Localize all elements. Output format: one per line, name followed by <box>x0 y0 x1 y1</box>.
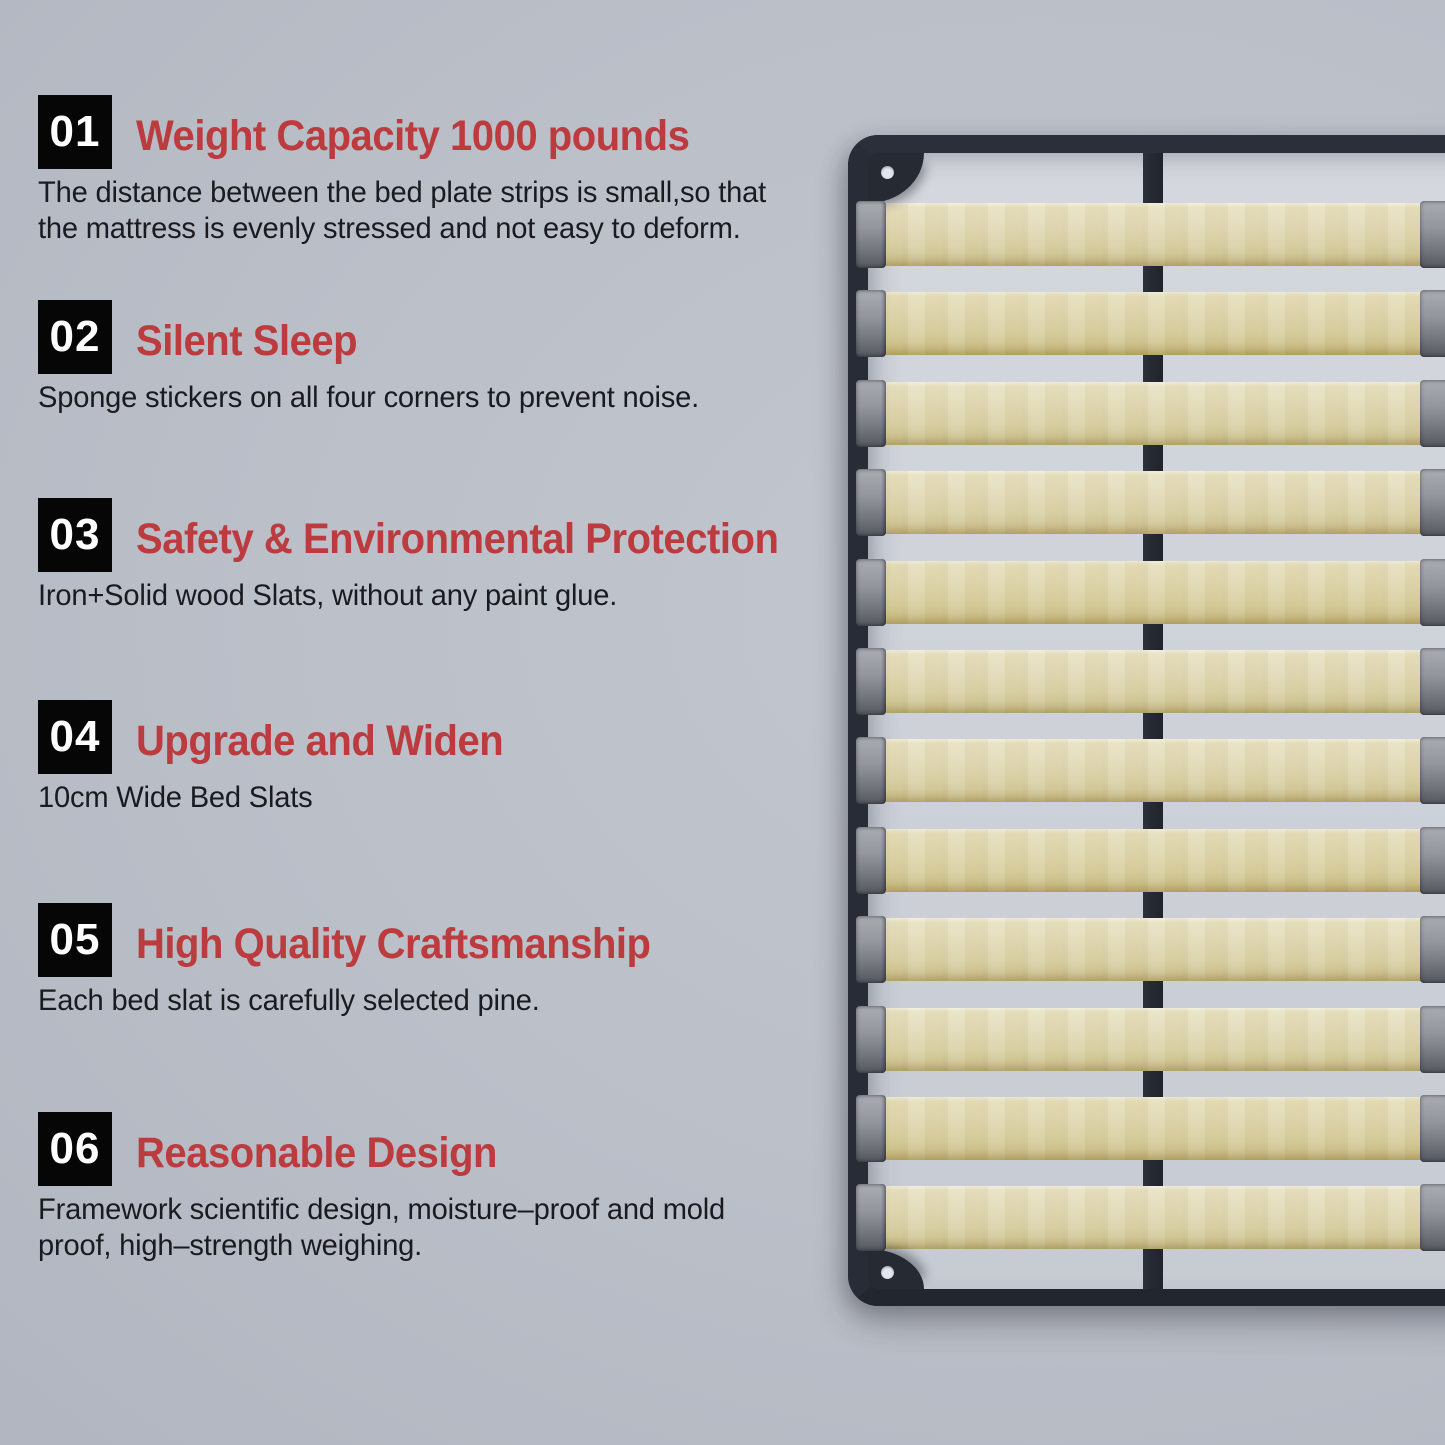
center-support-rail <box>1143 153 1163 1289</box>
feature-item-1: 01 Weight Capacity 1000 pounds The dista… <box>38 95 868 285</box>
screw-hole <box>881 1266 894 1279</box>
slat-bracket-right <box>1420 737 1445 805</box>
feature-number-badge: 04 <box>38 700 112 774</box>
bed-slat <box>885 650 1445 713</box>
feature-number-badge: 02 <box>38 300 112 374</box>
slat-bracket-right <box>1420 379 1445 447</box>
feature-description: Iron+Solid wood Slats, without any paint… <box>38 579 618 612</box>
slat-bracket-right <box>1420 558 1445 626</box>
feature-description: 10cm Wide Bed Slats <box>38 781 313 814</box>
slat-bracket-right <box>1420 201 1445 268</box>
slat-bracket-right <box>1420 1184 1445 1252</box>
corner-plate-bottom-left <box>868 1249 924 1289</box>
feature-title: High Quality Craftsmanship <box>136 920 651 968</box>
feature-description: Sponge stickers on all four corners to p… <box>38 381 699 414</box>
feature-list: 01 Weight Capacity 1000 pounds The dista… <box>38 0 868 1445</box>
feature-description: The distance between the bed plate strip… <box>38 176 766 245</box>
feature-item-5: 05 High Quality Craftsmanship Each bed s… <box>38 903 868 1093</box>
feature-number-badge: 05 <box>38 903 112 977</box>
feature-title: Reasonable Design <box>136 1129 498 1177</box>
bed-slat <box>885 1007 1445 1071</box>
slat-bracket-right <box>1420 648 1445 715</box>
feature-number-badge: 03 <box>38 498 112 572</box>
feature-item-4: 04 Upgrade and Widen 10cm Wide Bed Slats <box>38 700 868 890</box>
bed-slat <box>885 560 1445 624</box>
feature-title: Upgrade and Widen <box>136 717 504 765</box>
feature-item-6: 06 Reasonable Design Framework scientifi… <box>38 1112 868 1302</box>
feature-number: 01 <box>49 107 101 156</box>
feature-description: Framework scientific design, moisture–pr… <box>38 1193 726 1262</box>
bed-slat <box>885 1186 1445 1250</box>
feature-item-3: 03 Safety & Environmental Protection Iro… <box>38 498 868 688</box>
feature-number: 06 <box>49 1124 101 1173</box>
slat-bracket-right <box>1420 1005 1445 1073</box>
slat-bracket-right <box>1420 469 1445 537</box>
slat-bracket-right <box>1420 826 1445 894</box>
bed-slat <box>885 828 1445 892</box>
slat-bracket-right <box>1420 290 1445 358</box>
feature-description: Each bed slat is carefully selected pine… <box>38 984 540 1017</box>
feature-number: 04 <box>49 712 101 761</box>
feature-item-2: 02 Silent Sleep Sponge stickers on all f… <box>38 300 868 490</box>
bed-slat <box>885 203 1445 266</box>
feature-number: 05 <box>49 915 101 964</box>
feature-title: Weight Capacity 1000 pounds <box>136 112 690 160</box>
bed-slat <box>885 381 1445 445</box>
feature-number-badge: 01 <box>38 95 112 169</box>
feature-title: Safety & Environmental Protection <box>136 515 779 563</box>
feature-number: 03 <box>49 510 101 559</box>
screw-hole <box>881 166 894 179</box>
feature-title: Silent Sleep <box>136 317 358 365</box>
slat-bracket-right <box>1420 1095 1445 1162</box>
feature-number-badge: 06 <box>38 1112 112 1186</box>
corner-plate-top-left <box>868 153 924 203</box>
feature-number: 02 <box>49 312 101 361</box>
slat-bracket-right <box>1420 916 1445 984</box>
